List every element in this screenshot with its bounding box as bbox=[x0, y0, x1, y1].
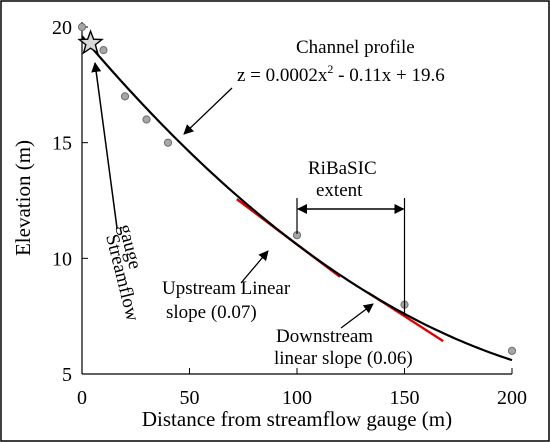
data-point bbox=[120, 92, 130, 101]
x-tick-label: 200 bbox=[497, 387, 527, 409]
downstream-slope-label-line1: Downstream bbox=[276, 326, 373, 347]
channel-profile-label: Channel profile bbox=[296, 37, 415, 58]
upstream-slope-arrow bbox=[240, 250, 269, 284]
x-tick-label: 100 bbox=[282, 387, 312, 409]
downstream-slope-arrow bbox=[340, 303, 374, 329]
x-axis-ticks: 0 50 100 150 200 bbox=[77, 368, 527, 409]
data-point bbox=[77, 22, 87, 32]
data-point bbox=[99, 46, 108, 55]
upstream-slope-label-line1: Upstream Linear bbox=[162, 278, 291, 299]
x-tick-label: 50 bbox=[180, 387, 200, 409]
upstream-slope-label-line2: slope (0.07) bbox=[166, 302, 257, 323]
x-tick-label: 150 bbox=[390, 387, 420, 409]
channel-profile-curve bbox=[81, 35, 513, 362]
elevation-data-points bbox=[77, 22, 517, 355]
data-point bbox=[163, 138, 173, 147]
streamflow-gauge-star-icon bbox=[77, 29, 104, 55]
downstream-slope-label-line2: linear slope (0.06) bbox=[274, 348, 413, 369]
x-axis-title: Distance from streamflow gauge (m) bbox=[142, 407, 452, 431]
x-tick-label: 0 bbox=[77, 387, 87, 409]
y-tick-label: 5 bbox=[62, 364, 72, 386]
y-tick-label: 20 bbox=[52, 17, 72, 39]
ribasic-label-line2: extent bbox=[316, 180, 363, 201]
equation-arrow bbox=[183, 87, 233, 135]
profile-equation: z = 0.0002x2 - 0.11x + 19.6 bbox=[237, 62, 445, 86]
y-axis-ticks: 5 10 15 20 bbox=[52, 17, 88, 386]
data-point bbox=[507, 346, 517, 355]
gauge-arrow bbox=[91, 62, 118, 229]
data-point bbox=[142, 115, 151, 124]
y-axis-title: Elevation (m) bbox=[11, 140, 35, 256]
ribasic-label-line1: RiBaSIC bbox=[308, 158, 377, 179]
y-tick-label: 10 bbox=[52, 248, 72, 270]
y-tick-label: 15 bbox=[52, 133, 72, 155]
